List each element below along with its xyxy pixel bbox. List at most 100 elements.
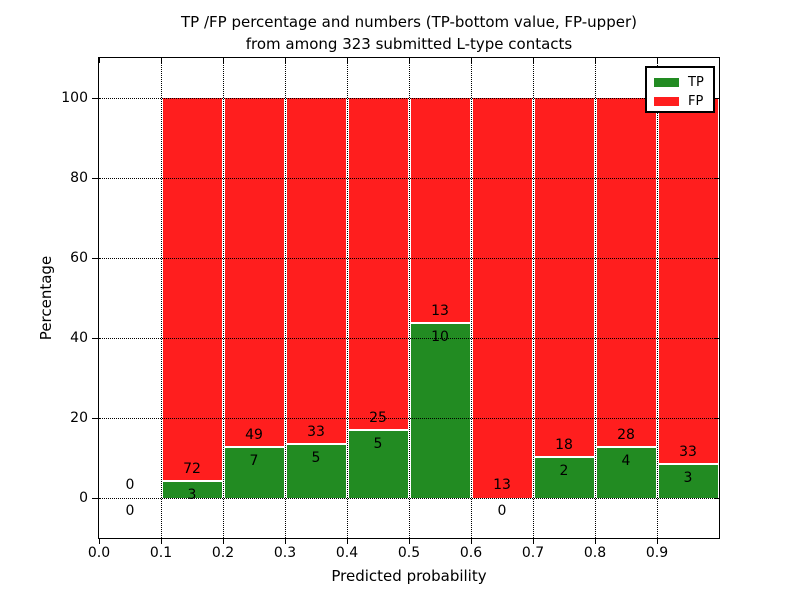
bar-label-tp: 7 [249, 453, 259, 469]
y-tick-mark-right [714, 98, 719, 99]
bar-label-tp: 3 [187, 487, 197, 503]
gridline-v [657, 58, 658, 538]
bar-label-fp: 33 [307, 424, 325, 441]
x-tick-mark-top [161, 58, 162, 63]
y-tick-mark [92, 258, 99, 259]
y-tick-label: 60 [70, 250, 88, 266]
x-tick-mark-top [657, 58, 658, 63]
y-tick-mark-right [714, 418, 719, 419]
bar-label-tp: 4 [621, 453, 631, 469]
x-tick-mark-top [285, 58, 286, 63]
gridline-v [223, 58, 224, 538]
x-tick-mark [657, 538, 658, 544]
x-tick-mark [533, 538, 534, 544]
legend-swatch-fp-icon [654, 97, 679, 106]
legend-item-fp: FP [654, 92, 713, 111]
bar-label-fp: 28 [617, 427, 635, 443]
bar-label-fp: 49 [245, 427, 263, 443]
bar-segment-fp [472, 98, 532, 498]
y-tick-label: 100 [61, 90, 88, 106]
x-tick-label: 0.9 [645, 545, 669, 561]
bar-segment-tp [658, 464, 718, 498]
x-tick-label: 0.2 [211, 545, 235, 561]
bar-segment-tp [410, 324, 470, 498]
bar-label-tp: 10 [431, 329, 449, 346]
y-tick-label: 0 [79, 490, 88, 506]
bar-segment-fp [224, 98, 284, 446]
bar-segment-fp [596, 98, 656, 446]
bar-segment-fp [534, 98, 594, 456]
legend: TP FP [645, 66, 715, 113]
gridline-v [533, 58, 534, 538]
x-tick-mark-top [533, 58, 534, 63]
x-tick-mark [595, 538, 596, 544]
bar-segment-fp [658, 98, 718, 463]
y-tick-label: 40 [70, 330, 88, 346]
bar-segment-tp [286, 445, 346, 498]
plot-area: 0 0 72 3 49 7 33 5 25 5 13 10 13 0 18 2 28 4 33 3 [99, 58, 719, 538]
bar-segment-tp [348, 431, 408, 498]
bar-label-fp: 13 [431, 303, 449, 320]
bar-segment-fp [348, 98, 408, 430]
gridline-v [409, 58, 410, 538]
x-tick-mark-top [409, 58, 410, 63]
legend-swatch-tp-icon [654, 78, 679, 87]
y-axis-label: Percentage [37, 255, 55, 341]
bar-segment-fp [286, 98, 346, 444]
bar-label-fp: 0 [125, 477, 135, 493]
bar-label-tp: 2 [559, 463, 569, 479]
y-tick-mark-right [714, 258, 719, 259]
x-tick-label: 0.1 [149, 545, 173, 561]
y-tick-mark [92, 418, 99, 419]
bar-label-tp: 5 [373, 436, 383, 453]
bar-label-fp: 25 [369, 410, 387, 427]
x-tick-mark-top [223, 58, 224, 63]
bar-segment-tp [534, 458, 594, 498]
bar-segment-tp [162, 482, 222, 498]
legend-item-tp: TP [654, 73, 713, 92]
chart-title: TP /FP percentage and numbers (TP-bottom… [181, 13, 637, 53]
x-tick-mark [347, 538, 348, 544]
gridline-v [285, 58, 286, 538]
x-tick-label: 0.0 [87, 545, 111, 561]
x-tick-mark [223, 538, 224, 544]
bar-label-tp: 0 [125, 503, 135, 519]
x-tick-mark [285, 538, 286, 544]
x-tick-mark-top [595, 58, 596, 63]
bar-label-tp: 0 [497, 503, 507, 519]
y-tick-mark-right [714, 338, 719, 339]
bar-segment-fp [162, 98, 222, 480]
x-tick-label: 0.7 [521, 545, 545, 561]
x-tick-mark [161, 538, 162, 544]
x-tick-mark [99, 538, 100, 544]
x-tick-mark-top [347, 58, 348, 63]
x-tick-mark [409, 538, 410, 544]
x-tick-label: 0.4 [335, 545, 359, 561]
gridline-v [595, 58, 596, 538]
bar-label-fp: 18 [555, 437, 573, 453]
x-tick-mark-top [471, 58, 472, 63]
y-tick-mark [92, 98, 99, 99]
x-tick-mark-top [99, 58, 100, 63]
x-tick-label: 0.3 [273, 545, 297, 561]
y-tick-label: 80 [70, 170, 88, 186]
bar-segment-tp [596, 448, 656, 498]
bar-label-tp: 5 [311, 450, 321, 467]
legend-label-tp: TP [688, 75, 704, 90]
bar-label-tp: 3 [683, 469, 693, 486]
bar-segment-fp [410, 98, 470, 323]
gridline-v [347, 58, 348, 538]
legend-label-fp: FP [688, 94, 704, 109]
gridline-v [471, 58, 472, 538]
y-tick-mark [92, 178, 99, 179]
x-tick-label: 0.5 [397, 545, 421, 561]
bar-label-fp: 13 [493, 477, 511, 493]
bar-label-fp: 72 [183, 461, 201, 477]
x-tick-label: 0.6 [459, 545, 483, 561]
y-tick-mark [92, 338, 99, 339]
bar-segment-tp [224, 448, 284, 498]
gridline-v [161, 58, 162, 538]
y-tick-mark [92, 498, 99, 499]
x-tick-label: 0.8 [583, 545, 607, 561]
